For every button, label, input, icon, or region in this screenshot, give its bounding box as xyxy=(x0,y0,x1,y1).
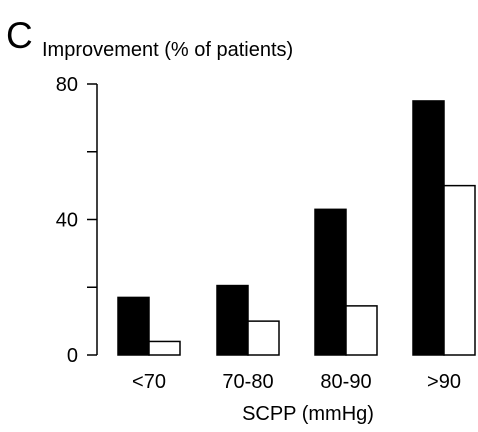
bar-open-3 xyxy=(443,184,476,356)
x-axis-label: SCPP (mmHg) xyxy=(242,403,374,425)
bar-open-0 xyxy=(148,340,181,356)
y-tick-label: 80 xyxy=(56,74,78,96)
bar-filled-0 xyxy=(117,296,150,356)
bar-filled-3 xyxy=(412,100,445,356)
x-tick-label: <70 xyxy=(132,371,166,393)
bar-open-1 xyxy=(247,320,280,356)
bar-filled-1 xyxy=(216,284,249,356)
y-axis: 0 40 80 xyxy=(56,74,98,367)
bars xyxy=(117,100,476,356)
chart-title: Improvement (% of patients) xyxy=(42,39,293,61)
x-axis-tick-labels: <70 70-80 80-90 >90 xyxy=(132,371,461,393)
x-tick-label: >90 xyxy=(427,371,461,393)
x-tick-label: 80-90 xyxy=(320,371,371,393)
bar-filled-2 xyxy=(314,208,347,356)
bar-open-2 xyxy=(345,305,378,356)
x-tick-label: 70-80 xyxy=(222,371,273,393)
y-tick-label: 0 xyxy=(67,345,78,367)
panel-label: C xyxy=(6,15,33,56)
y-tick-label: 40 xyxy=(56,210,78,232)
